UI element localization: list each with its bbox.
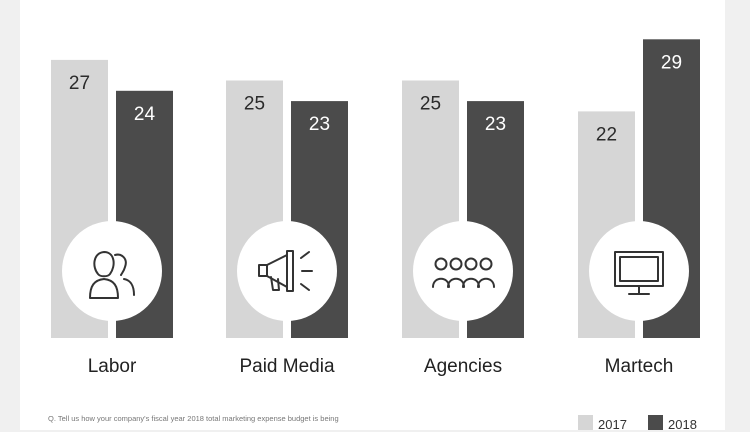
category-label-martech: Martech — [605, 356, 674, 377]
people-icon — [89, 251, 135, 299]
footnote: Q. Tell us how your company's fiscal yea… — [48, 414, 339, 423]
data-label-labor-2018: 24 — [134, 104, 156, 125]
group-icon — [432, 257, 495, 288]
data-label-paid-media-2018: 23 — [309, 114, 330, 135]
data-label-agencies-2017: 25 — [420, 94, 441, 115]
icon-circle-martech — [589, 221, 689, 321]
category-label-labor: Labor — [88, 356, 137, 377]
legend-label-2018: 2018 — [668, 417, 697, 432]
legend-label-2017: 2017 — [598, 417, 627, 432]
icon-circle-agencies — [413, 221, 513, 321]
data-label-paid-media-2017: 25 — [244, 94, 265, 115]
data-label-labor-2017: 27 — [69, 73, 90, 94]
legend-swatch-2018 — [648, 415, 663, 430]
monitor-icon — [614, 251, 664, 295]
category-label-paid-media: Paid Media — [239, 356, 334, 377]
data-label-martech-2017: 22 — [596, 124, 617, 145]
data-label-agencies-2018: 23 — [485, 114, 506, 135]
category-label-agencies: Agencies — [424, 356, 502, 377]
data-label-martech-2018: 29 — [661, 52, 682, 73]
legend-swatch-2017 — [578, 415, 593, 430]
megaphone-icon — [258, 250, 313, 292]
